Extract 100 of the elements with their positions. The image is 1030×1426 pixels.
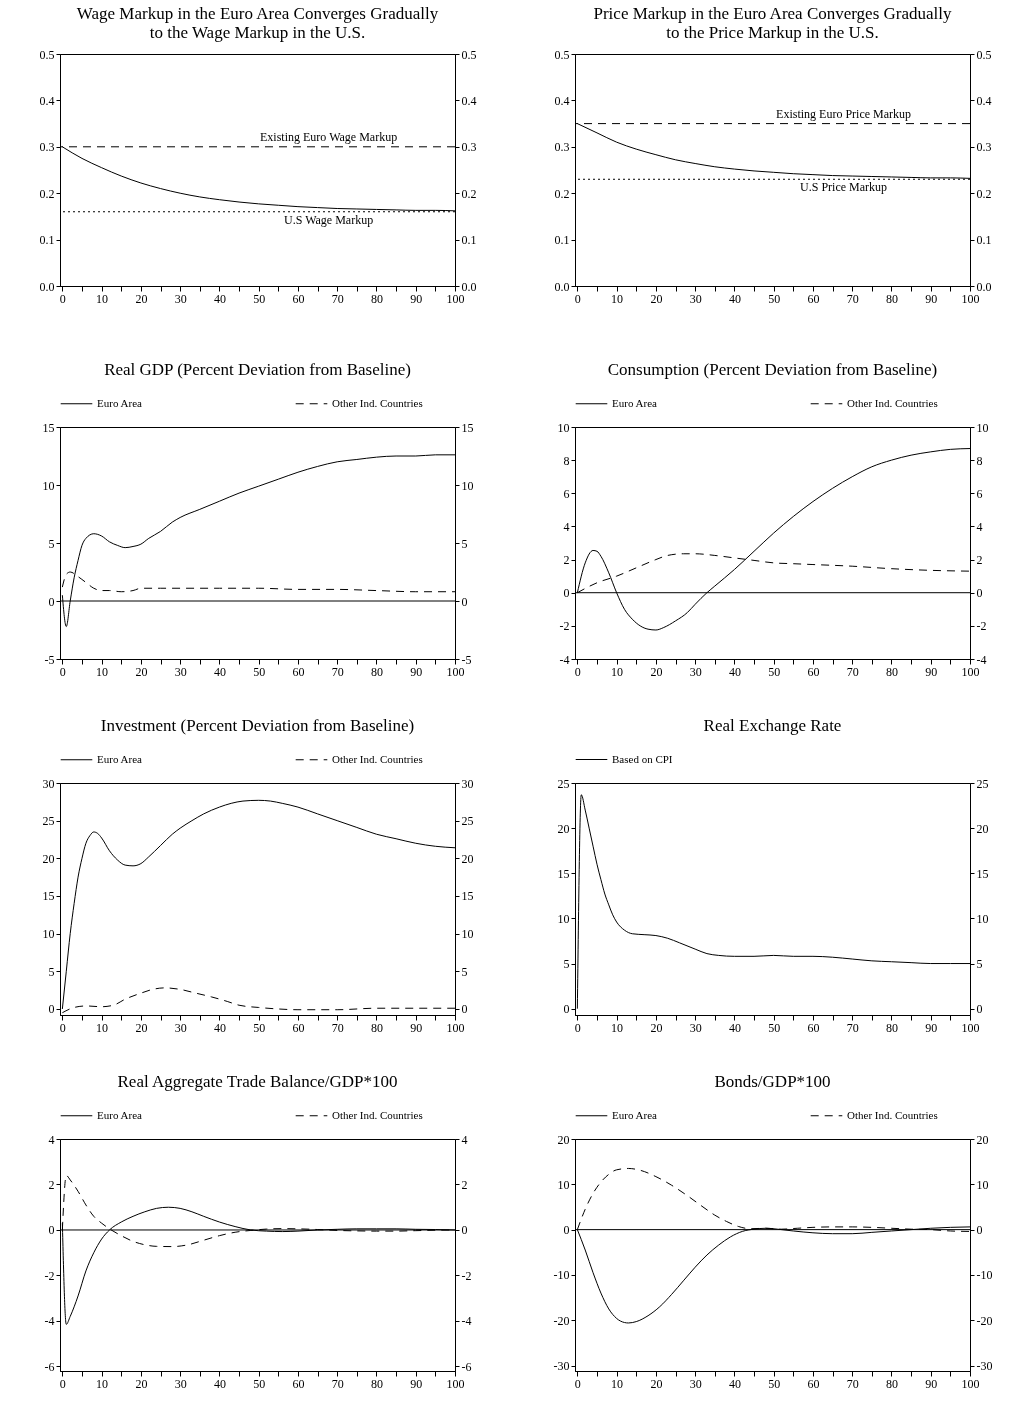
x-tick-label: 20 <box>650 1020 663 1035</box>
x-tick-label: 0 <box>574 1376 581 1391</box>
y-tick-label: 0.4 <box>554 93 570 108</box>
x-tick-label: 60 <box>292 664 305 679</box>
y-tick-label: 20 <box>42 851 55 866</box>
y2-tick-label: 5 <box>976 957 983 972</box>
y2-tick-label: 0.4 <box>976 93 992 108</box>
y2-tick-label: 30 <box>461 776 474 791</box>
x-tick-label: 30 <box>174 1020 187 1035</box>
y-tick-label: -20 <box>553 1313 570 1328</box>
y2-tick-label: 0 <box>976 1002 983 1017</box>
y-tick-label: 10 <box>557 420 570 435</box>
y-tick-label: -2 <box>559 619 570 634</box>
x-tick-label: 30 <box>689 1020 702 1035</box>
x-tick-label: 40 <box>213 1020 226 1035</box>
x-tick-label: 0 <box>574 291 581 306</box>
x-tick-label: 80 <box>885 291 898 306</box>
x-tick-label: 40 <box>728 664 741 679</box>
legend-label: Euro Area <box>97 752 143 765</box>
x-tick-label: 20 <box>650 291 663 306</box>
y-tick-label: 8 <box>563 453 570 468</box>
x-tick-label: 30 <box>174 664 187 679</box>
y2-tick-label: 10 <box>976 420 989 435</box>
x-tick-label: 10 <box>96 1020 109 1035</box>
x-tick-label: 100 <box>446 1020 465 1035</box>
x-tick-label: 70 <box>846 664 859 679</box>
y-tick-label: 5 <box>48 964 55 979</box>
legend-label: Euro Area <box>97 396 143 409</box>
x-tick-label: 70 <box>846 1376 859 1391</box>
y2-tick-label: 0.4 <box>461 93 477 108</box>
x-tick-label: 100 <box>961 664 980 679</box>
y-tick-label: 0.0 <box>39 279 55 294</box>
y2-tick-label: 10 <box>976 1177 989 1192</box>
x-tick-label: 80 <box>370 1020 383 1035</box>
y-tick-label: -2 <box>44 1268 55 1283</box>
x-tick-label: 10 <box>96 291 109 306</box>
y-tick-label: 15 <box>42 420 55 435</box>
y2-tick-label: 0 <box>461 594 468 609</box>
ref-line-label: U.S Price Markup <box>800 180 888 195</box>
x-tick-label: 90 <box>410 664 423 679</box>
legend-label: Other Ind. Countries <box>332 396 423 409</box>
x-tick-label: 100 <box>961 1376 980 1391</box>
y2-tick-label: 6 <box>976 486 983 501</box>
x-tick-label: 20 <box>650 1376 663 1391</box>
x-tick-label: 40 <box>213 1376 226 1391</box>
ref-line-label: Existing Euro Wage Markup <box>260 129 398 144</box>
x-tick-label: 90 <box>925 291 938 306</box>
y2-tick-label: 15 <box>461 420 474 435</box>
y-tick-label: 20 <box>557 821 570 836</box>
y-tick-label: 25 <box>42 814 55 829</box>
x-tick-label: 100 <box>961 291 980 306</box>
x-tick-label: 50 <box>253 291 266 306</box>
chart-title: Price Markup in the Euro Area Converges Gradually to the Price Markup in the U.S. <box>593 4 952 42</box>
chart-title: Wage Markup in the Euro Area Converges Gradually to the Wage Markup in the U.S. <box>76 4 439 42</box>
y-tick-label: -10 <box>553 1268 570 1283</box>
y2-tick-label: -2 <box>461 1268 472 1283</box>
x-tick-label: 60 <box>292 1020 305 1035</box>
y2-tick-label: 25 <box>976 776 989 791</box>
y-tick-label: 0.2 <box>39 186 55 201</box>
x-tick-label: 40 <box>213 291 226 306</box>
x-tick-label: 10 <box>96 664 109 679</box>
y-tick-label: 0 <box>563 1223 570 1238</box>
x-tick-label: 40 <box>213 664 226 679</box>
y-tick-label: 0 <box>48 594 55 609</box>
y-tick-label: 0 <box>48 1223 55 1238</box>
y-tick-label: 5 <box>563 957 570 972</box>
y-tick-label: 0.5 <box>554 47 570 62</box>
x-tick-label: 50 <box>253 664 266 679</box>
x-tick-label: 50 <box>253 1376 266 1391</box>
legend-label: Euro Area <box>97 1108 143 1121</box>
x-tick-label: 90 <box>410 1376 423 1391</box>
x-tick-label: 70 <box>846 1020 859 1035</box>
y2-tick-label: 20 <box>461 851 474 866</box>
y-tick-label: 15 <box>42 889 55 904</box>
y-tick-label: 0.3 <box>39 140 55 155</box>
legend-label: Euro Area <box>612 396 658 409</box>
x-tick-label: 80 <box>370 291 383 306</box>
y2-tick-label: 8 <box>976 453 983 468</box>
y-tick-label: -4 <box>44 1314 55 1329</box>
x-tick-label: 90 <box>925 664 938 679</box>
x-tick-label: 60 <box>807 1376 820 1391</box>
chart-title: Bonds/GDP*100 <box>714 1072 831 1091</box>
chart-title: Investment (Percent Deviation from Baseline) <box>100 716 415 735</box>
legend-label: Other Ind. Countries <box>847 396 938 409</box>
x-tick-label: 90 <box>410 291 423 306</box>
y-tick-label: 0.1 <box>39 233 55 248</box>
y-tick-label: 15 <box>557 866 570 881</box>
ref-line-label: U.S Wage Markup <box>284 212 374 227</box>
x-tick-label: 30 <box>689 291 702 306</box>
x-tick-label: 50 <box>768 664 781 679</box>
chart-title: Real Aggregate Trade Balance/GDP*100 <box>117 1072 398 1091</box>
y2-tick-label: -30 <box>976 1359 993 1374</box>
y-tick-label: 0 <box>563 1002 570 1017</box>
chart-title: Real GDP (Percent Deviation from Baseline) <box>104 360 411 379</box>
y-tick-label: 0.5 <box>39 47 55 62</box>
x-tick-label: 10 <box>611 1020 624 1035</box>
x-tick-label: 20 <box>650 664 663 679</box>
x-tick-label: 50 <box>253 1020 266 1035</box>
y-tick-label: -30 <box>553 1359 570 1374</box>
y-tick-label: 10 <box>42 478 55 493</box>
